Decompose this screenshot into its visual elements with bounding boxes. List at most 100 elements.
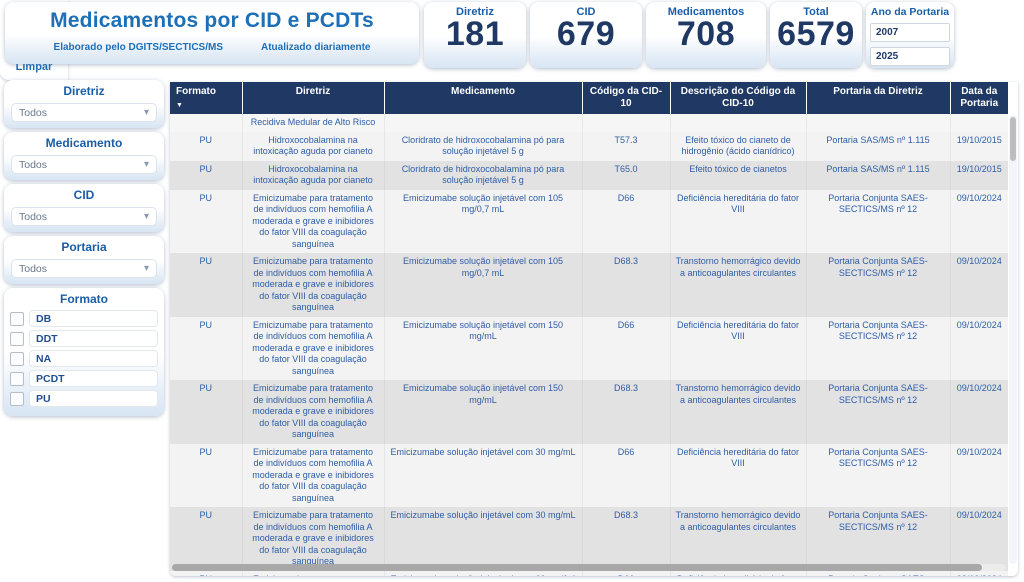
medicamentos-table: Formato ▼ Diretriz Medicamento Código da… bbox=[170, 82, 1018, 576]
cell-diretriz: Emicizumabe para tratamento de indivíduo… bbox=[241, 507, 384, 571]
formato-option-na[interactable]: NA bbox=[10, 350, 158, 367]
cell-medicamento: Emicizumabe solução injetável com 150 mg… bbox=[383, 316, 582, 380]
dropdown-value: Todos bbox=[19, 158, 48, 171]
table-body: Recidiva Medular de Alto Risco PU Hidroxoc… bbox=[170, 114, 1008, 576]
cell-formato: PU bbox=[170, 189, 242, 253]
cell-cid: D66 bbox=[581, 570, 670, 576]
cell-portaria: Portaria Conjunta SAES-SECTICS/MS nº 12 bbox=[805, 189, 950, 253]
chevron-down-icon: ▾ bbox=[143, 263, 149, 274]
kpi-label: CID bbox=[576, 6, 596, 18]
cell-data bbox=[949, 114, 1008, 132]
cell-formato: PU bbox=[170, 131, 242, 161]
checkbox-icon[interactable] bbox=[10, 371, 24, 386]
vertical-scrollbar-thumb[interactable] bbox=[1010, 117, 1016, 161]
cell-cid: D66 bbox=[581, 189, 670, 253]
formato-option-pu[interactable]: PU bbox=[10, 390, 158, 407]
cell-portaria: Portaria SAS/MS nº 1.115 bbox=[805, 131, 950, 161]
slicer-portaria-label: Portaria bbox=[61, 240, 107, 254]
cell-diretriz: Emicizumabe para tratamento de indivíduo… bbox=[241, 253, 384, 317]
checkbox-icon[interactable] bbox=[10, 391, 24, 406]
vertical-scrollbar[interactable] bbox=[1009, 115, 1017, 564]
table-row[interactable]: PU Hidroxocobalamina na intoxicação aguda… bbox=[170, 131, 1008, 161]
cell-portaria: Portaria Conjunta SAES-SECTICS/MS nº 12 bbox=[805, 316, 950, 380]
cell-formato: PU bbox=[170, 507, 242, 571]
cell-descricao: Efeito tóxico do cianeto de hidrogênio (… bbox=[669, 131, 806, 161]
col-header-medicamento[interactable]: Medicamento bbox=[383, 82, 582, 114]
slicer-cid-label: CID bbox=[73, 188, 95, 202]
checkbox-icon[interactable] bbox=[10, 331, 24, 346]
cell-descricao bbox=[669, 114, 806, 132]
kpi-value: 708 bbox=[676, 15, 736, 53]
slicer-medicamento-label: Medicamento bbox=[45, 136, 123, 150]
slicer-portaria: Portaria Todos ▾ bbox=[4, 236, 164, 284]
year-from-input[interactable] bbox=[870, 23, 950, 42]
col-header-portaria[interactable]: Portaria da Diretriz bbox=[805, 82, 950, 114]
slicer-cid: CID Todos ▾ bbox=[4, 184, 164, 232]
horizontal-scrollbar-thumb[interactable] bbox=[172, 564, 982, 571]
col-header-diretriz[interactable]: Diretriz bbox=[241, 82, 384, 114]
table-row[interactable]: PU Hidroxocobalamina na intoxicação aguda… bbox=[170, 160, 1008, 190]
slicer-formato: Formato DB DDT NA PCDT PU bbox=[4, 288, 164, 416]
cell-data: 09/10/2024 bbox=[949, 253, 1008, 317]
cell-diretriz: Emicizumabe para tratamento de indivíduo… bbox=[241, 570, 384, 576]
cell-medicamento: Emicizumabe solução injetável com 105 mg… bbox=[383, 253, 582, 317]
slicer-portaria-dropdown[interactable]: Todos ▾ bbox=[11, 259, 157, 278]
cell-cid: D68.3 bbox=[581, 253, 670, 317]
cell-descricao: Transtorno hemorrágico devido a anticoag… bbox=[669, 507, 806, 571]
cell-medicamento bbox=[383, 114, 582, 132]
formato-option-db[interactable]: DB bbox=[10, 310, 158, 327]
cell-data: 09/10/2024 bbox=[949, 316, 1008, 380]
clear-filters-label: Limpar bbox=[15, 61, 53, 73]
table-row-partial[interactable]: Recidiva Medular de Alto Risco bbox=[170, 114, 1008, 132]
col-header-descricao[interactable]: Descrição do Código da CID-10 bbox=[669, 82, 806, 114]
slicer-medicamento-dropdown[interactable]: Todos ▾ bbox=[11, 155, 157, 174]
chevron-down-icon: ▾ bbox=[143, 159, 149, 170]
cell-cid: T57.3 bbox=[581, 131, 670, 161]
formato-option-ddt[interactable]: DDT bbox=[10, 330, 158, 347]
dropdown-value: Todos bbox=[19, 262, 48, 275]
col-header-data[interactable]: Data da Portaria bbox=[949, 82, 1008, 114]
kpi-card-medicamentos: Medicamentos 708 bbox=[646, 2, 766, 68]
cell-portaria: Portaria Conjunta SAES-SECTICS/MS nº 12 bbox=[805, 253, 950, 317]
horizontal-scrollbar[interactable] bbox=[172, 564, 1006, 571]
kpi-card-diretriz: Diretriz 181 bbox=[424, 2, 526, 68]
updated-daily-label: Atualizado diariamente bbox=[261, 42, 371, 53]
col-header-formato[interactable]: Formato ▼ bbox=[170, 82, 242, 114]
header-card: Medicamentos por CID e PCDTs Elaborado p… bbox=[5, 2, 419, 64]
slicer-cid-dropdown[interactable]: Todos ▾ bbox=[11, 207, 157, 226]
sort-descending-icon[interactable]: ▼ bbox=[176, 102, 183, 109]
slicer-diretriz-dropdown[interactable]: Todos ▾ bbox=[11, 103, 157, 122]
slicer-diretriz: Diretriz Todos ▾ bbox=[4, 80, 164, 128]
cell-data: 09/10/2024 bbox=[949, 570, 1008, 576]
cell-cid bbox=[581, 114, 670, 132]
cell-medicamento: Emicizumabe solução injetável com 105 mg… bbox=[383, 189, 582, 253]
cell-medicamento: Emicizumabe solução injetável com 150 mg… bbox=[383, 380, 582, 444]
cell-portaria: Portaria Conjunta SAES-SECTICS/MS nº 12 bbox=[805, 443, 950, 507]
cell-medicamento: Cloridrato de hidroxocobalamina pó para … bbox=[383, 131, 582, 161]
kpi-value: 679 bbox=[556, 15, 616, 53]
chevron-down-icon: ▾ bbox=[143, 211, 149, 222]
checkbox-icon[interactable] bbox=[10, 311, 24, 326]
year-to-input[interactable] bbox=[870, 47, 950, 66]
cell-formato: PU bbox=[170, 160, 242, 190]
cell-data: 19/10/2015 bbox=[949, 131, 1008, 161]
formato-option-label: NA bbox=[29, 350, 158, 367]
cell-diretriz: Recidiva Medular de Alto Risco bbox=[241, 114, 384, 132]
col-header-cid[interactable]: Código da CID-10 bbox=[581, 82, 670, 114]
formato-option-pcdt[interactable]: PCDT bbox=[10, 370, 158, 387]
slicer-formato-label: Formato bbox=[60, 292, 108, 306]
cell-medicamento: Emicizumabe solução injetável com 60 mg/… bbox=[383, 570, 582, 576]
cell-diretriz: Emicizumabe para tratamento de indivíduo… bbox=[241, 189, 384, 253]
slicer-medicamento: Medicamento Todos ▾ bbox=[4, 132, 164, 180]
checkbox-icon[interactable] bbox=[10, 351, 24, 366]
kpi-label: Total bbox=[803, 6, 829, 18]
cell-cid: D68.3 bbox=[581, 507, 670, 571]
cell-data: 19/10/2015 bbox=[949, 160, 1008, 190]
